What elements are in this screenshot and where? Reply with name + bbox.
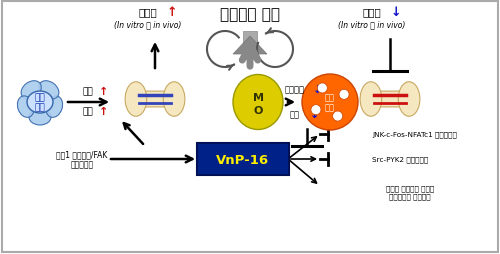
Text: ↑: ↑ bbox=[100, 107, 108, 117]
FancyBboxPatch shape bbox=[197, 144, 289, 175]
Text: 분화: 분화 bbox=[290, 110, 300, 119]
Ellipse shape bbox=[27, 92, 53, 114]
Text: M: M bbox=[252, 93, 264, 103]
Ellipse shape bbox=[18, 97, 34, 118]
Text: ↓: ↓ bbox=[314, 85, 322, 95]
Circle shape bbox=[332, 112, 342, 122]
Ellipse shape bbox=[398, 83, 420, 117]
Text: 베타1 인테그린/FAK
신호전달계: 베타1 인테그린/FAK 신호전달계 bbox=[56, 150, 108, 169]
Text: ↑: ↑ bbox=[167, 6, 177, 19]
Ellipse shape bbox=[125, 83, 146, 117]
FancyBboxPatch shape bbox=[243, 32, 257, 60]
FancyBboxPatch shape bbox=[2, 2, 498, 252]
Text: 골모
세포: 골모 세포 bbox=[34, 93, 46, 112]
Text: 골형성: 골형성 bbox=[138, 7, 158, 17]
FancyBboxPatch shape bbox=[378, 92, 402, 107]
Ellipse shape bbox=[21, 81, 41, 100]
Text: ↓: ↓ bbox=[310, 109, 320, 120]
Ellipse shape bbox=[46, 97, 62, 118]
Ellipse shape bbox=[164, 83, 185, 117]
Text: VnP-16: VnP-16 bbox=[216, 153, 270, 166]
Polygon shape bbox=[233, 37, 267, 55]
Text: 골흡수: 골흡수 bbox=[362, 7, 382, 17]
Text: (In vitro 싹 in vivo): (In vitro 싹 in vivo) bbox=[114, 20, 182, 29]
Circle shape bbox=[318, 84, 328, 93]
Ellipse shape bbox=[360, 83, 382, 117]
Ellipse shape bbox=[39, 81, 59, 100]
Ellipse shape bbox=[29, 109, 51, 125]
Text: (In vitro 싹 in vivo): (In vitro 싹 in vivo) bbox=[338, 20, 406, 29]
Text: 골흡수능: 골흡수능 bbox=[285, 85, 305, 94]
Ellipse shape bbox=[233, 75, 283, 130]
Text: JNK-c-Fos-NFATc1 신호전달계: JNK-c-Fos-NFATc1 신호전달계 bbox=[372, 131, 458, 138]
Text: 활성: 활성 bbox=[82, 87, 94, 96]
Circle shape bbox=[302, 75, 358, 131]
Text: O: O bbox=[254, 106, 262, 116]
Text: ↓: ↓ bbox=[391, 6, 401, 19]
Text: 분화: 분화 bbox=[82, 107, 94, 116]
Text: ↑: ↑ bbox=[100, 87, 108, 97]
FancyBboxPatch shape bbox=[142, 92, 168, 107]
Text: 골다공증 회복: 골다공증 회복 bbox=[220, 7, 280, 22]
Text: 파골
세포: 파골 세포 bbox=[325, 93, 335, 112]
Text: Src-PYK2 신호전달계: Src-PYK2 신호전달계 bbox=[372, 156, 428, 163]
Circle shape bbox=[311, 105, 321, 115]
Circle shape bbox=[339, 90, 349, 100]
Text: 기존에 존재하는 성숙한
파골세포의 골흡수능: 기존에 존재하는 성숙한 파골세포의 골흡수능 bbox=[386, 185, 434, 199]
